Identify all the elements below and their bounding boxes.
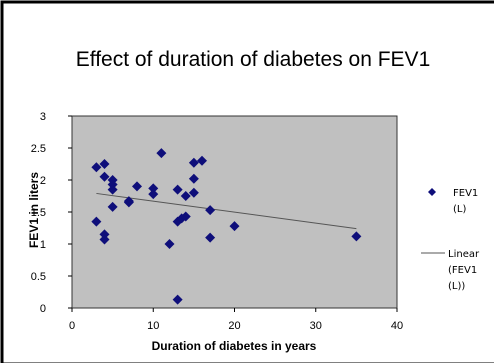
y-tick-label: 2 (40, 175, 46, 187)
trendline (96, 192, 357, 230)
y-tick-label: 0.5 (31, 271, 46, 283)
data-point (107, 179, 118, 190)
y-tick-label: 2.5 (31, 143, 46, 155)
data-point (148, 183, 159, 194)
data-point (172, 184, 183, 195)
y-tick-label: 0 (40, 303, 46, 315)
x-tick-label: 40 (391, 320, 403, 332)
legend-label-fev1: (L) (453, 204, 466, 215)
data-point (99, 159, 110, 169)
y-tick-label: 3 (40, 111, 46, 123)
data-point (123, 197, 134, 208)
data-point (91, 162, 102, 173)
legend-label-linear: (FEV1 (448, 265, 477, 276)
data-point (148, 189, 159, 200)
data-point (197, 155, 207, 166)
x-axis-title: Duration of diabetes in years (152, 339, 317, 353)
y-tick-label: 1 (40, 239, 46, 251)
x-tick-label: 0 (69, 320, 75, 332)
data-point (188, 173, 199, 184)
x-tick-label: 10 (147, 320, 159, 332)
data-point (180, 191, 191, 201)
data-point (205, 232, 216, 243)
data-point (132, 181, 142, 192)
legend-label-fev1: FEV1 (453, 188, 478, 199)
data-point (99, 171, 110, 182)
data-point (156, 148, 167, 159)
y-axis-title: FEV1 in liters (27, 172, 41, 248)
data-point (205, 205, 216, 216)
data-point (180, 211, 191, 222)
data-point (99, 234, 110, 245)
legend-label-linear: (L)) (448, 281, 465, 292)
y-tick-label: 1.5 (31, 207, 46, 219)
data-point (188, 157, 199, 168)
legend-label-linear: Linear (448, 249, 480, 260)
data-point (172, 294, 183, 305)
data-point (351, 231, 362, 242)
legend-marker-fev1 (428, 188, 436, 196)
data-point (99, 229, 110, 240)
data-point (91, 216, 102, 227)
x-tick-label: 30 (310, 320, 322, 332)
data-point (107, 184, 118, 195)
data-point (107, 201, 118, 212)
data-point (188, 187, 199, 198)
data-point (164, 239, 175, 249)
x-tick-label: 20 (228, 320, 240, 332)
chart-title: Effect of duration of diabetes on FEV1 (76, 48, 431, 71)
data-point (229, 221, 240, 232)
